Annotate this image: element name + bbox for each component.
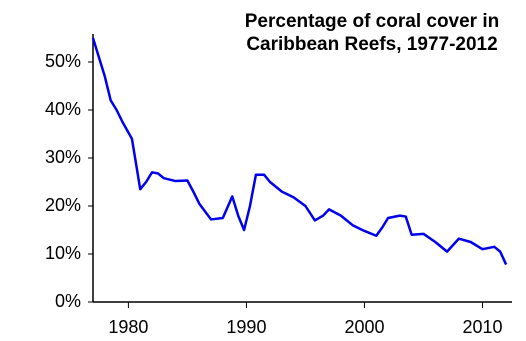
chart-title: Caribbean Reefs, 1977-2012 [246,34,497,55]
x-tick-label: 1980 [108,317,148,337]
y-tick-label: 30% [45,147,81,167]
x-tick-label: 2000 [344,317,384,337]
y-tick-label: 10% [45,243,81,263]
y-tick-label: 50% [45,51,81,71]
y-tick-label: 20% [45,195,81,215]
x-tick-label: 2010 [462,317,502,337]
y-tick-label: 40% [45,99,81,119]
line [91,37,508,266]
y-tick-label: 0% [55,291,81,311]
x-tick-label: 1990 [226,317,266,337]
chart-title: Percentage of coral cover in [245,11,500,32]
